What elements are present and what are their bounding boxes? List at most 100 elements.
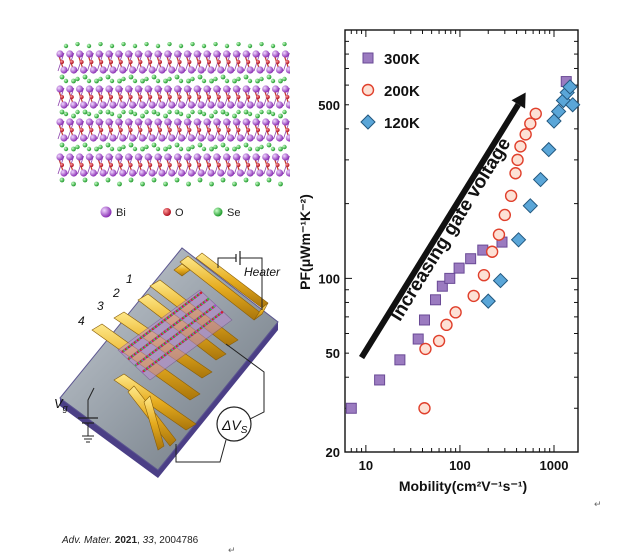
x-tick-label: 1000: [540, 458, 569, 473]
bi-atom: [207, 169, 215, 177]
legend-label-300K: 300K: [384, 51, 420, 68]
bi-atom: [223, 118, 231, 126]
se-atom: [59, 74, 65, 80]
bi-atom: [76, 118, 84, 126]
se-atom: [201, 43, 207, 49]
bi-atom: [242, 153, 250, 161]
arrow-head: [511, 92, 526, 109]
o-atom: [207, 95, 211, 99]
bi-atom: [262, 118, 270, 126]
bi-atom: [125, 153, 133, 161]
se-atom: [121, 109, 126, 115]
bi-atom: [164, 85, 172, 93]
se-atom: [282, 109, 287, 115]
bi-atom: [70, 134, 78, 142]
point-120K: [532, 171, 549, 188]
bi-atom: [217, 101, 225, 109]
o-atom: [158, 95, 162, 99]
bi-atom: [56, 50, 64, 58]
bi-atom: [138, 134, 146, 142]
se-atom: [163, 78, 168, 84]
bi-atom: [217, 66, 225, 74]
bi-atom: [144, 50, 152, 58]
bi-atom: [95, 85, 103, 93]
se-atom: [186, 78, 191, 84]
se-atom: [282, 76, 287, 82]
se-atom: [94, 181, 99, 187]
o-atom: [187, 128, 192, 132]
bi-atom: [213, 85, 221, 93]
bi-atom: [281, 50, 289, 58]
point-120K: [510, 232, 527, 248]
se-atom: [224, 78, 230, 84]
bi-atom: [158, 101, 166, 109]
se-atom: [266, 142, 272, 148]
bi-atom: [109, 101, 117, 109]
o-atom: [60, 163, 64, 167]
se-atom: [255, 146, 260, 152]
o-atom: [118, 163, 123, 167]
o-atom: [79, 95, 84, 99]
bi-atom: [236, 169, 244, 177]
bi-atom: [207, 134, 215, 142]
o-atom: [197, 163, 202, 167]
se-atom: [247, 146, 253, 152]
o-atom: [79, 163, 84, 167]
se-atom: [255, 78, 260, 84]
bi-atom: [227, 66, 235, 74]
se-atom: [266, 177, 272, 183]
o-atom: [109, 128, 113, 132]
substrate-side: [60, 322, 278, 478]
bi-atom: [242, 50, 250, 58]
point-200K: [519, 128, 532, 141]
o-atom: [99, 163, 104, 167]
bi-atom: [246, 169, 254, 177]
bi-atom: [134, 118, 142, 126]
se-atom: [121, 76, 126, 82]
se-atom: [247, 111, 253, 117]
bi-atom: [80, 169, 88, 177]
bi-atom: [281, 153, 289, 161]
o-atom: [285, 95, 290, 99]
o-atom: [167, 95, 172, 99]
o-atom: [226, 60, 231, 64]
device-schematic: ΔVS Heater 1 2 3 4 Vg: [54, 247, 281, 478]
se-atom: [94, 146, 99, 152]
bi-atom: [272, 153, 280, 161]
o-atom: [256, 163, 260, 167]
se-atom: [255, 113, 260, 119]
o-atom: [187, 95, 192, 99]
o-atom: [216, 128, 221, 132]
bi-atom: [168, 134, 176, 142]
o-atom: [285, 60, 290, 64]
o-atom: [177, 163, 182, 167]
bi-atom: [207, 101, 215, 109]
bi-atom: [252, 153, 260, 161]
o-atom: [138, 128, 143, 132]
o-atom: [128, 95, 133, 99]
se-atom: [121, 144, 126, 150]
se-atom: [232, 78, 237, 84]
bi-atom: [236, 66, 244, 74]
o-atom: [99, 60, 104, 64]
bi-atom: [154, 50, 162, 58]
se-atom: [201, 146, 207, 152]
se-atom: [167, 109, 172, 115]
se-atom: [128, 142, 134, 148]
se-atom: [190, 76, 195, 82]
se-atom: [186, 146, 191, 152]
bi-atom: [66, 118, 74, 126]
bi-atom: [109, 134, 117, 142]
bi-atom: [256, 101, 264, 109]
se-atom: [71, 113, 76, 119]
se-atom: [117, 146, 122, 152]
se-atom: [190, 109, 195, 115]
bi-atom: [272, 118, 280, 126]
bi-atom: [187, 66, 195, 74]
se-atom: [282, 144, 287, 150]
o-atom: [265, 128, 270, 132]
bi-atom: [70, 101, 78, 109]
point-200K: [529, 107, 542, 120]
bi-atom: [129, 66, 137, 74]
bi2o2se-flake: [117, 289, 233, 381]
